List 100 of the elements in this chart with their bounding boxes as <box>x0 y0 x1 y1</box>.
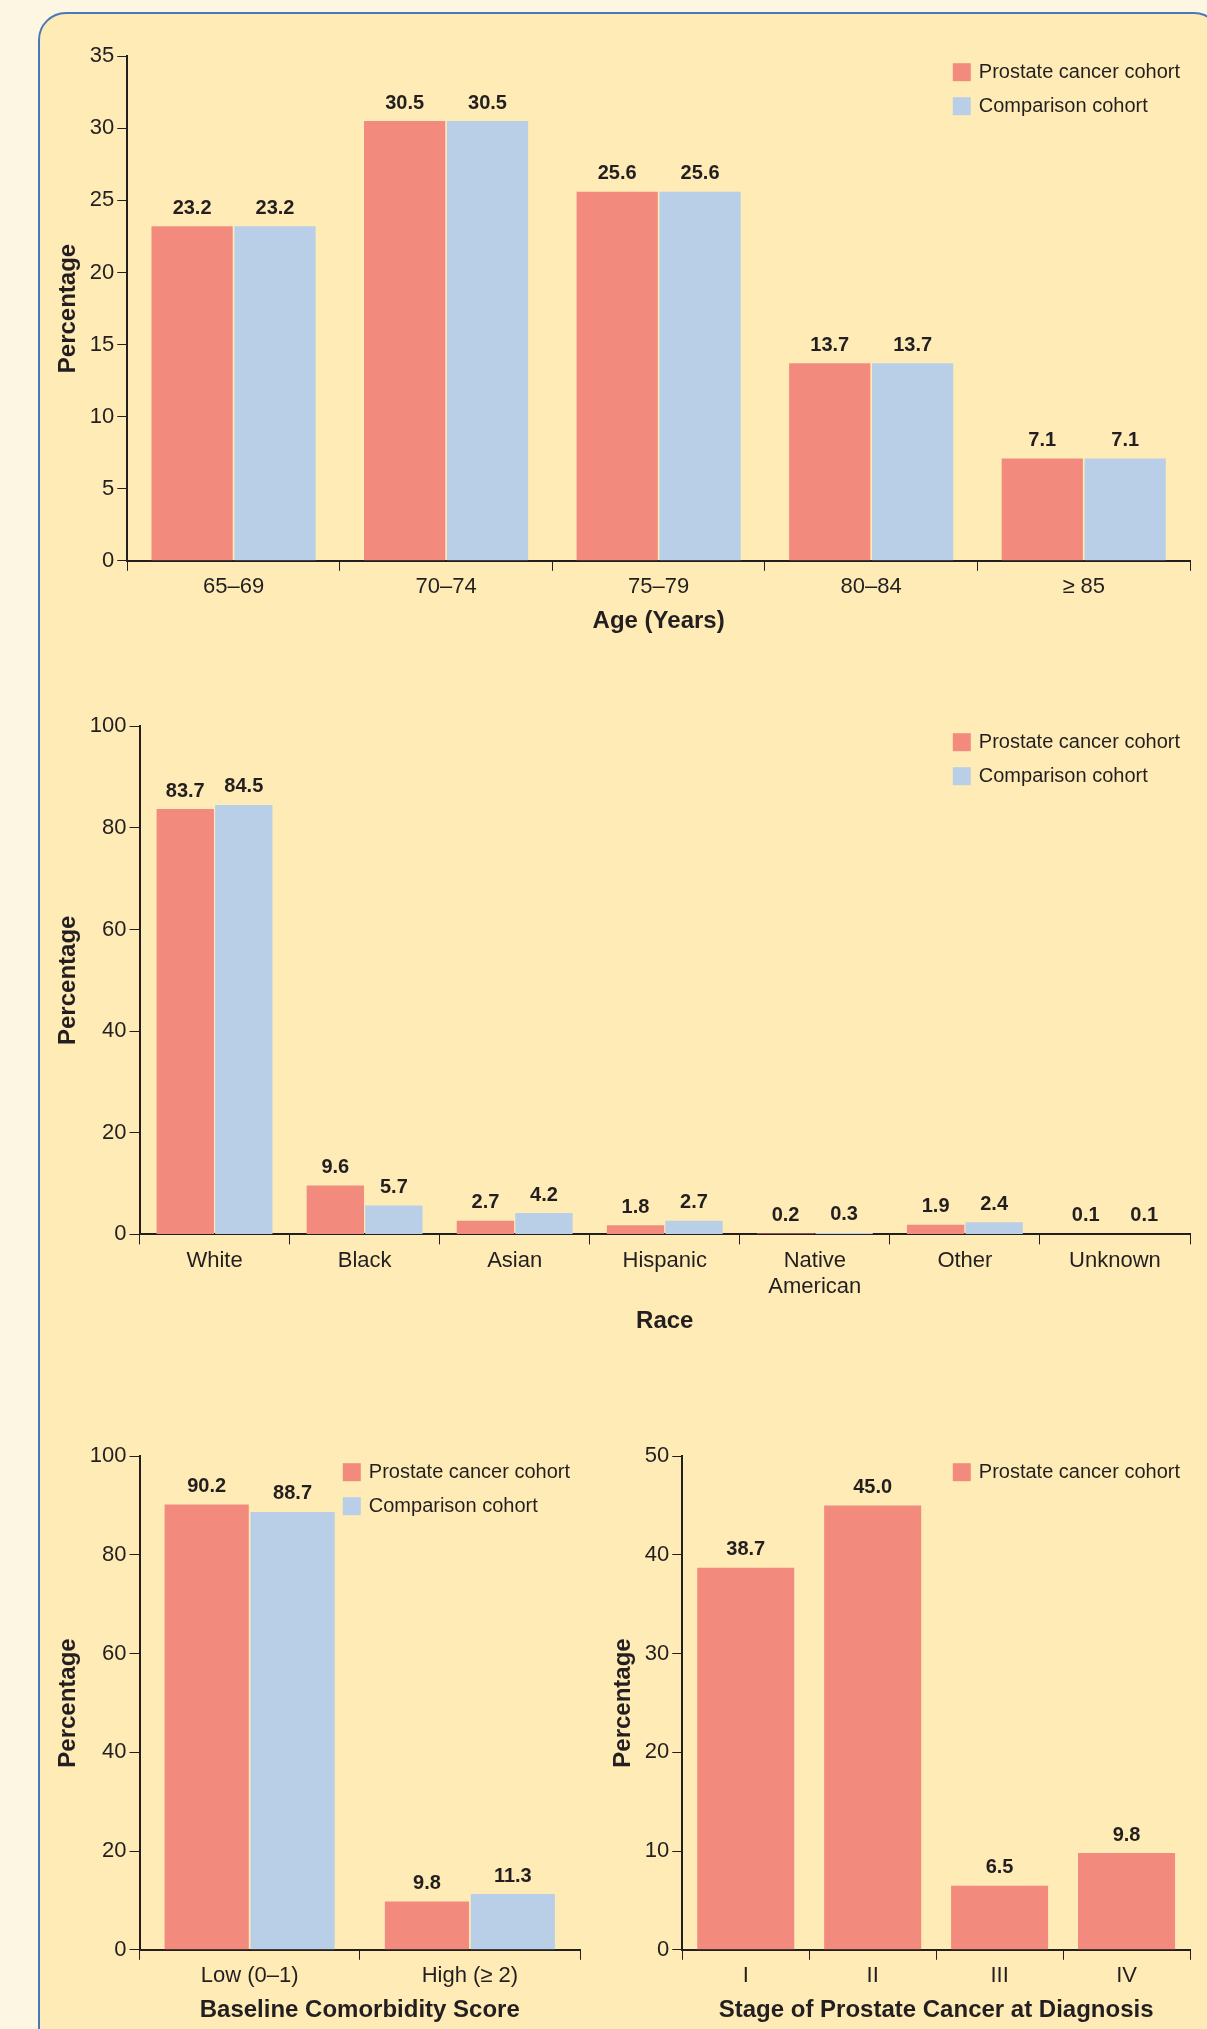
x-axis-title: Race <box>636 1306 694 1334</box>
bar <box>234 226 316 561</box>
bar <box>215 804 273 1234</box>
y-tick-label: 20 <box>102 1837 127 1863</box>
y-tick-label: 20 <box>102 1118 127 1144</box>
data-label: 9.6 <box>321 1155 350 1178</box>
data-label: 9.8 <box>413 1870 441 1893</box>
y-tick-label: 30 <box>644 1639 670 1665</box>
bar <box>872 363 954 561</box>
bar <box>384 1901 470 1950</box>
data-label: 0.1 <box>1071 1203 1100 1226</box>
data-label: 23.2 <box>172 195 212 218</box>
data-label: 13.7 <box>893 332 933 355</box>
x-tick-label: White <box>186 1246 243 1272</box>
y-tick-label: 35 <box>89 42 115 68</box>
data-label: 11.3 <box>493 1863 532 1886</box>
legend-label: Comparison cohort <box>978 93 1149 116</box>
bar <box>824 1505 922 1950</box>
bar <box>515 1213 573 1234</box>
y-axis-title: Percentage <box>53 1638 81 1768</box>
data-label: 88.7 <box>273 1481 313 1504</box>
y-tick-label: 20 <box>644 1738 670 1764</box>
x-tick-label: 70–74 <box>415 573 477 599</box>
bar <box>1001 458 1083 561</box>
x-tick-label: Asian <box>487 1246 543 1272</box>
y-axis-title: Percentage <box>53 915 81 1045</box>
x-tick-label: 65–69 <box>202 573 265 599</box>
bar <box>164 1504 249 1950</box>
data-label: 84.5 <box>224 774 264 797</box>
y-tick-label: 100 <box>89 712 127 738</box>
x-tick-label: High (≥ 2) <box>421 1962 519 1988</box>
data-label: 6.5 <box>985 1855 1014 1878</box>
y-tick-label: 20 <box>89 258 115 284</box>
y-tick-label: 0 <box>102 546 115 572</box>
y-tick-label: 60 <box>102 915 127 941</box>
y-tick-label: 10 <box>89 402 115 428</box>
y-tick-label: 25 <box>89 186 115 212</box>
data-label: 1.9 <box>921 1194 950 1217</box>
x-axis-title: Stage of Prostate Cancer at Diagnosis <box>718 1995 1154 2023</box>
data-label: 0.2 <box>771 1202 800 1225</box>
data-label: 0.3 <box>830 1202 858 1225</box>
x-tick-label: 80–84 <box>840 573 902 599</box>
y-tick-label: 40 <box>644 1540 670 1566</box>
x-tick-label: III <box>990 1962 1009 1988</box>
data-label: 30.5 <box>468 90 507 113</box>
legend-label: Prostate cancer cohort <box>978 59 1181 82</box>
bar <box>906 1224 965 1234</box>
legend-label: Prostate cancer cohort <box>978 1459 1181 1482</box>
bar <box>306 1185 365 1234</box>
x-tick-label: ≥ 85 <box>1062 573 1106 599</box>
y-tick-label: 60 <box>102 1639 127 1665</box>
y-tick-label: 80 <box>102 813 127 839</box>
data-label: 2.7 <box>471 1190 500 1213</box>
y-tick-label: 15 <box>89 330 115 356</box>
y-tick-label: 5 <box>102 474 115 500</box>
bar <box>665 1220 723 1234</box>
x-tick-label: Hispanic <box>622 1246 707 1272</box>
bar <box>364 121 446 561</box>
bar <box>151 226 233 561</box>
x-tick-label: 75–79 <box>628 573 690 599</box>
x-tick-label: Black <box>337 1246 393 1272</box>
data-label: 9.8 <box>1112 1822 1141 1845</box>
legend-label: Prostate cancer cohort <box>368 1459 571 1482</box>
data-label: 7.1 <box>1111 427 1140 450</box>
y-tick-label: 40 <box>102 1017 127 1043</box>
x-axis-title: Baseline Comorbidity Score <box>199 1995 520 2023</box>
legend-label: Prostate cancer cohort <box>978 729 1181 752</box>
legend-label: Comparison cohort <box>978 763 1149 786</box>
data-label: 90.2 <box>187 1474 227 1497</box>
x-axis-title: Age (Years) <box>592 606 725 634</box>
y-tick-label: 0 <box>114 1935 127 1961</box>
data-label: 83.7 <box>165 778 205 801</box>
bar <box>446 121 529 561</box>
y-axis-title: Percentage <box>608 1638 636 1768</box>
x-tick-label: IV <box>1116 1962 1138 1988</box>
data-label: 2.7 <box>680 1190 708 1213</box>
bar <box>470 1894 555 1950</box>
bar <box>659 191 741 561</box>
data-label: 13.7 <box>810 332 850 355</box>
y-tick-label: 40 <box>102 1738 127 1764</box>
data-label: 45.0 <box>853 1475 893 1498</box>
data-label: 38.7 <box>726 1537 766 1560</box>
y-tick-label: 80 <box>102 1540 127 1566</box>
bar <box>789 363 871 561</box>
bar <box>697 1567 795 1950</box>
data-label: 23.2 <box>255 195 295 218</box>
bar <box>365 1205 423 1234</box>
bar <box>576 191 658 561</box>
y-tick-label: 0 <box>114 1220 127 1246</box>
data-label: 2.4 <box>980 1191 1009 1214</box>
y-axis-title: Percentage <box>53 243 81 374</box>
data-label: 25.6 <box>680 161 720 184</box>
bar <box>250 1511 335 1950</box>
data-label: 7.1 <box>1028 427 1057 450</box>
y-tick-label: 0 <box>657 1935 670 1961</box>
y-tick-label: 10 <box>644 1837 670 1863</box>
x-tick-label: II <box>866 1962 879 1988</box>
x-tick-label: Low (0–1) <box>200 1962 299 1988</box>
bar <box>951 1885 1049 1950</box>
bar <box>156 809 214 1234</box>
